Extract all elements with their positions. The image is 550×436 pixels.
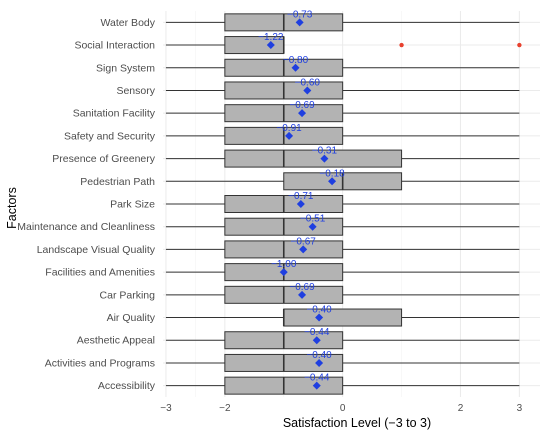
mean-marker: [266, 41, 275, 50]
mean-marker: [295, 18, 304, 27]
mean-marker: [296, 200, 305, 208]
mean-marker: [298, 290, 307, 299]
x-tick-label: 3: [517, 403, 523, 414]
outlier-point: [517, 42, 522, 48]
mean-label: −0.44: [304, 373, 330, 384]
category-labels: Water Body Social Interaction Sign System S…: [17, 17, 156, 392]
mean-marker: [299, 245, 308, 254]
category-label: Landscape Visual Quality: [37, 244, 156, 256]
category-label: Presence of Greenery: [52, 153, 155, 165]
mean-marker: [320, 154, 329, 163]
mean-label: −0.40: [306, 305, 332, 316]
category-label: Accessibility: [98, 380, 156, 392]
category-label: Social Interaction: [74, 40, 155, 52]
mean-label: −0.44: [304, 327, 330, 338]
mean-label: −0.51: [300, 214, 326, 225]
mean-label: −0.31: [312, 146, 338, 157]
category-label: Air Quality: [107, 312, 156, 324]
mean-marker: [298, 109, 307, 118]
mean-label: −0.67: [291, 236, 317, 247]
category-label: Pedestrian Path: [80, 176, 155, 188]
box: [283, 308, 403, 327]
x-tick-label: −2: [219, 403, 231, 414]
mean-label: −0.69: [289, 282, 315, 293]
x-tick-label: −3: [160, 403, 172, 414]
mean-marker: [308, 222, 317, 231]
category-label: Car Parking: [100, 289, 156, 301]
mean-marker: [285, 131, 294, 140]
category-label: Maintenance and Cleanliness: [17, 221, 155, 233]
mean-label: −0.18: [319, 168, 345, 179]
category-label: Facilities and Amenities: [45, 267, 155, 279]
mean-label: −0.73: [287, 9, 313, 20]
x-tick-labels: −3 −2 0 2 3: [160, 403, 522, 414]
outlier-point: [399, 42, 404, 48]
category-label: Aesthetic Appeal: [77, 335, 155, 347]
category-label: Activities and Programs: [45, 357, 155, 369]
mean-marker: [315, 358, 324, 367]
mean-marker: [291, 63, 300, 72]
category-label: Water Body: [101, 17, 156, 29]
category-label: Sensory: [116, 85, 155, 97]
mean-label: −0.80: [283, 55, 309, 66]
y-axis-title: Factors: [5, 187, 19, 229]
x-tick-label: 2: [458, 403, 464, 414]
mean-label: −0.91: [276, 123, 302, 134]
x-tick-label: 0: [340, 403, 346, 414]
category-label: Sign System: [96, 62, 155, 74]
mean-label: −0.40: [306, 350, 332, 361]
x-axis-title: Satisfaction Level (−3 to 3): [283, 416, 431, 430]
mean-label: −0.69: [289, 100, 315, 111]
mean-marker: [328, 177, 337, 186]
box: [224, 149, 403, 168]
boxes: −0.73 −1.22 −0.80 −0.60 −0.69 −0.91 −0.31 −0.18…: [165, 9, 522, 395]
mean-label: −1.22: [258, 32, 284, 43]
category-label: Park Size: [110, 199, 155, 211]
mean-label: −1.00: [271, 259, 297, 270]
mean-marker: [279, 268, 288, 277]
mean-label: −0.71: [288, 191, 314, 202]
mean-marker: [312, 381, 321, 390]
category-label: Safety and Security: [64, 130, 156, 142]
mean-label: −0.60: [295, 77, 321, 88]
mean-marker: [303, 86, 312, 95]
mean-marker: [315, 313, 324, 322]
mean-marker: [312, 336, 321, 345]
category-label: Sanitation Facility: [73, 108, 156, 120]
